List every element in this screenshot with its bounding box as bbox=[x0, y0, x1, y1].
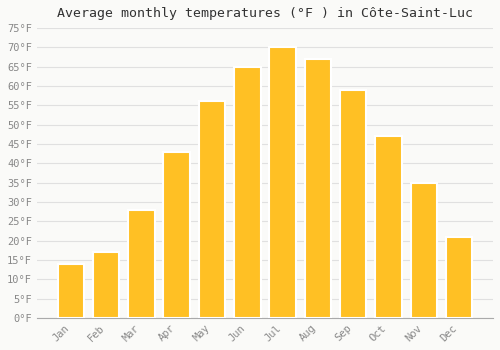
Bar bbox=[410, 183, 437, 318]
Bar bbox=[234, 67, 260, 318]
Title: Average monthly temperatures (°F ) in Côte-Saint-Luc: Average monthly temperatures (°F ) in Cô… bbox=[57, 7, 473, 20]
Bar bbox=[446, 237, 472, 318]
Bar bbox=[58, 264, 84, 318]
Bar bbox=[198, 102, 225, 318]
Bar bbox=[164, 152, 190, 318]
Bar bbox=[304, 59, 331, 318]
Bar bbox=[375, 136, 402, 318]
Bar bbox=[270, 47, 296, 318]
Bar bbox=[340, 90, 366, 318]
Bar bbox=[128, 210, 154, 318]
Bar bbox=[93, 252, 120, 318]
